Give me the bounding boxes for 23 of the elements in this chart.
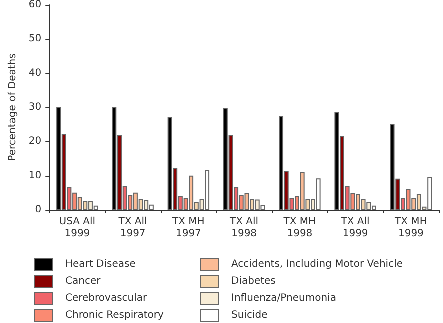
y-tick-label: 10 (28, 170, 42, 182)
x-tick-label: TX MH 1997 (172, 216, 205, 240)
y-tick-label: 40 (28, 68, 42, 79)
x-tick-label: TX All 1998 (229, 216, 259, 240)
x-tick-label: TX All 1999 (340, 216, 370, 240)
legend-label: Cerebrovascular (66, 293, 148, 304)
y-axis-title: Percentage of Deaths (8, 54, 18, 162)
x-tick-label: USA All 1999 (59, 216, 96, 240)
y-tick-label: 20 (28, 136, 42, 148)
legend-label: Heart Disease (66, 259, 136, 270)
x-tick-label: TX MH 1999 (394, 216, 428, 240)
legend-label: Cancer (66, 276, 102, 287)
y-tick-label: 30 (28, 102, 42, 113)
x-tick-label: TX All 1997 (118, 216, 148, 240)
legend-label: Suicide (232, 310, 268, 321)
legend-label: Influenza/Pneumonia (232, 293, 336, 304)
legend-label: Chronic Respiratory (66, 310, 164, 321)
legend-label: Accidents, Including Motor Vehicle (232, 259, 403, 270)
x-tick-label: TX MH 1998 (282, 216, 316, 240)
y-tick-label: 60 (28, 0, 42, 10)
y-tick-label: 0 (35, 204, 42, 216)
legend-label: Diabetes (232, 276, 276, 287)
y-tick-label: 50 (28, 34, 42, 45)
